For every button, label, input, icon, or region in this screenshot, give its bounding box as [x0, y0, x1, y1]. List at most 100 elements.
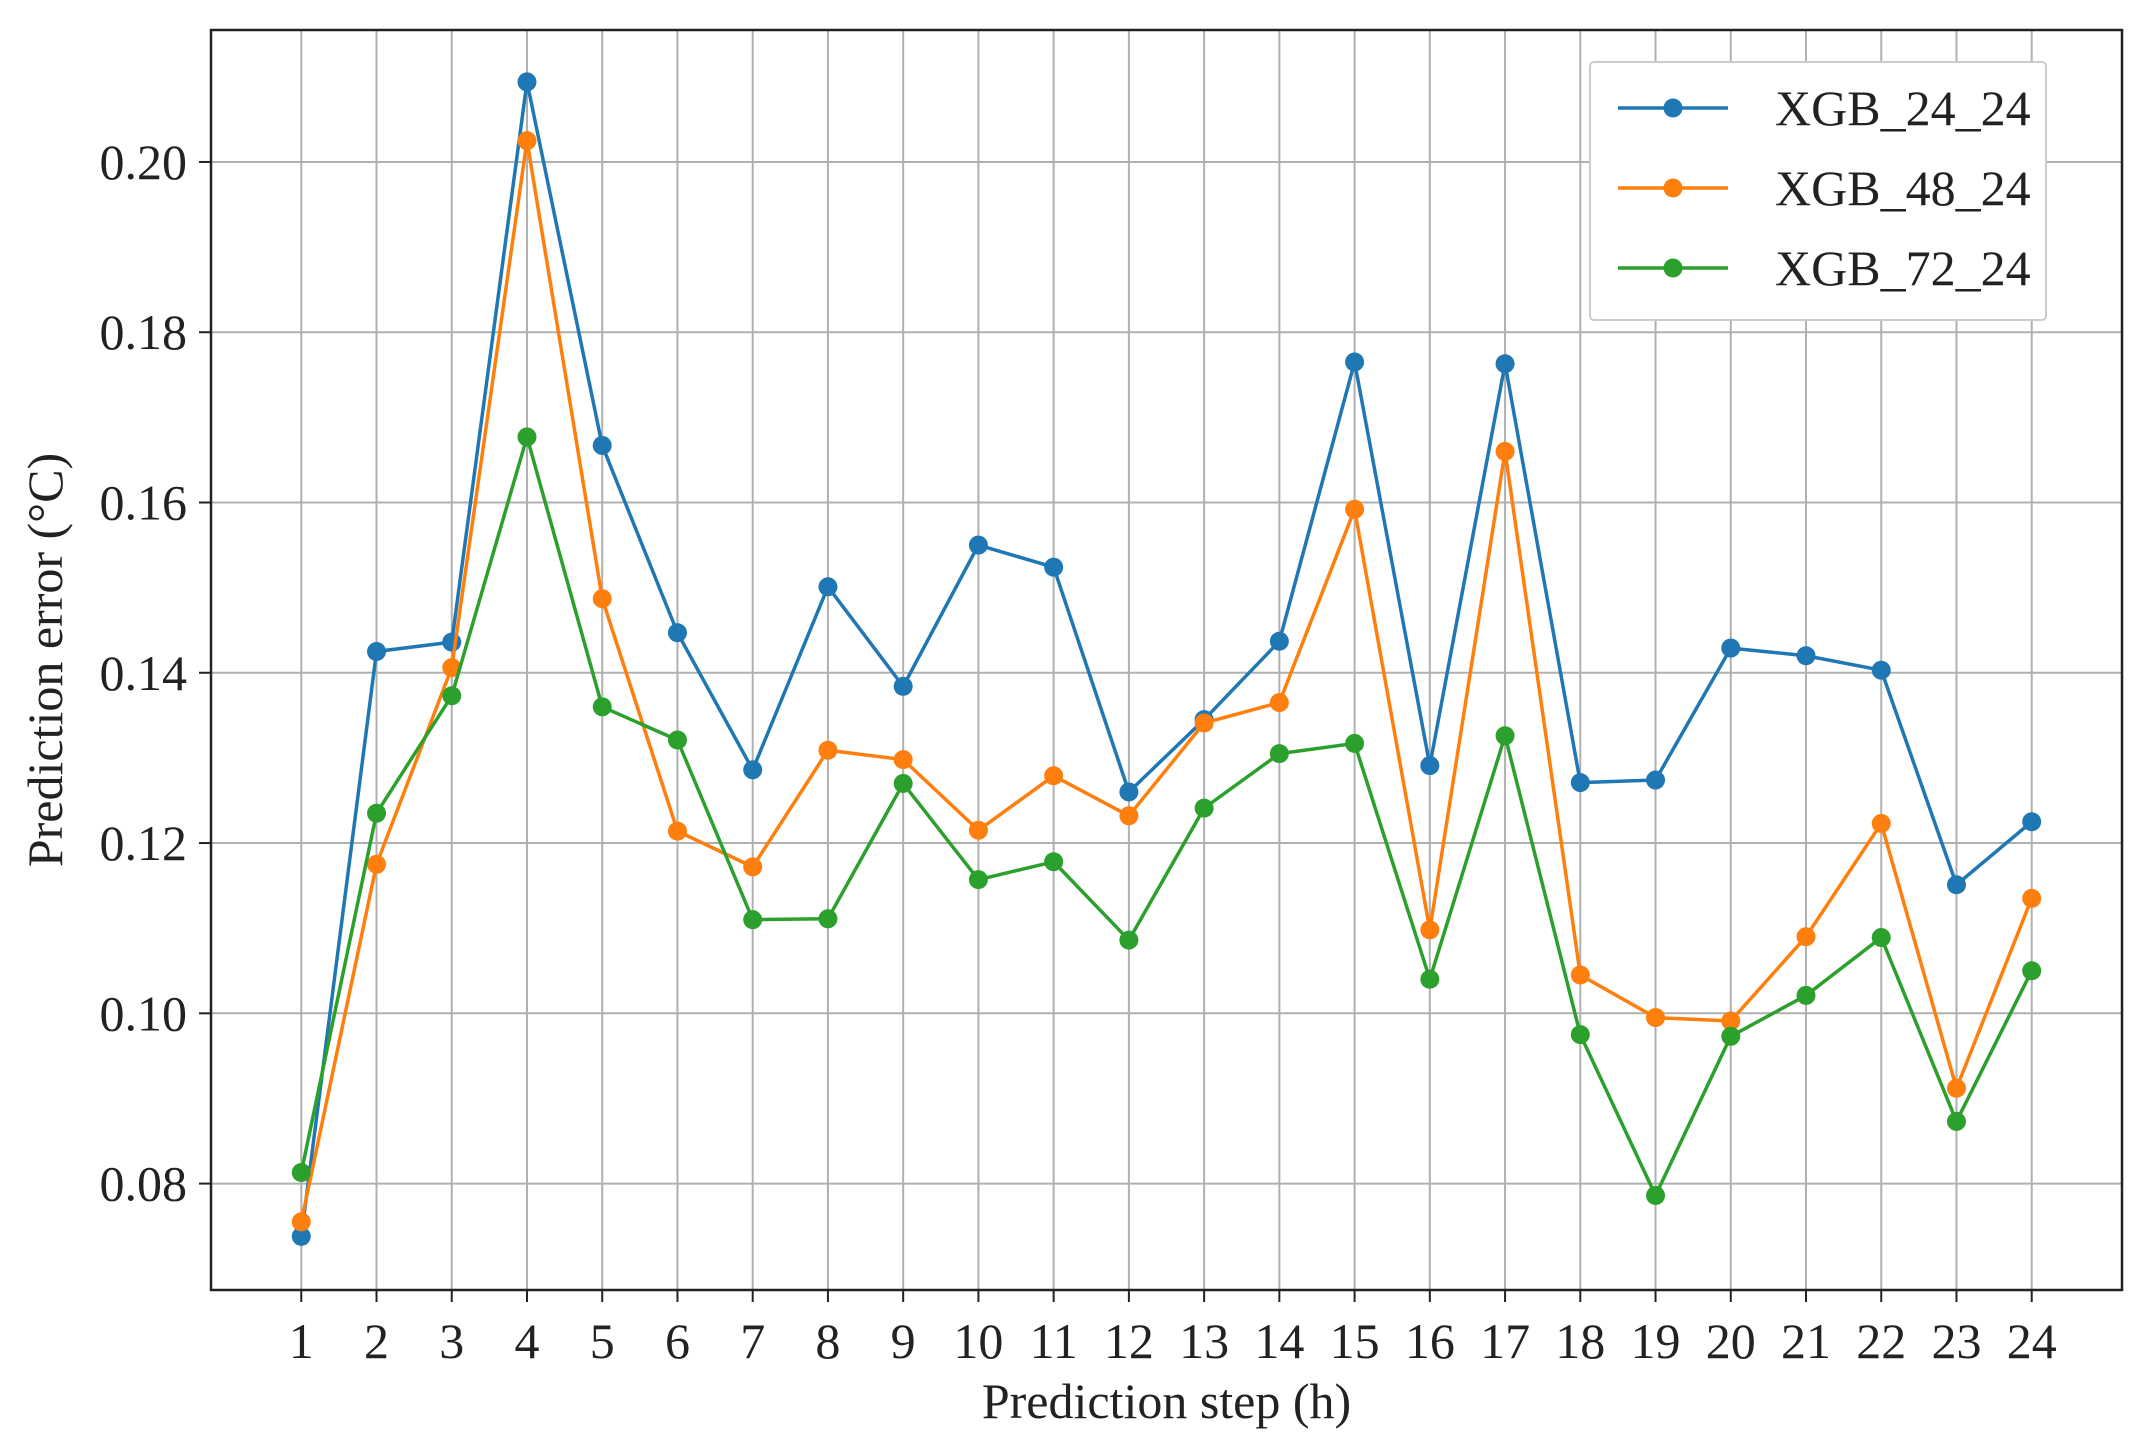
series-xgb-72-24 — [291, 427, 2042, 1205]
legend-marker — [1663, 98, 1683, 118]
data-point — [1194, 798, 1214, 818]
data-point — [667, 821, 687, 841]
data-point — [1420, 920, 1440, 940]
legend-label: XGB_24_24 — [1775, 80, 2031, 136]
data-point — [1420, 756, 1440, 776]
data-point — [1721, 1011, 1741, 1031]
legend-marker — [1663, 178, 1683, 198]
x-tick-label: 18 — [1555, 1313, 1605, 1369]
data-point — [1570, 773, 1590, 793]
data-point — [1646, 1008, 1666, 1028]
data-point — [1269, 693, 1289, 713]
y-tick-label: 0.12 — [100, 815, 188, 871]
x-tick-label: 10 — [953, 1313, 1003, 1369]
data-point — [893, 750, 913, 770]
data-point — [1871, 813, 1891, 833]
data-point — [442, 632, 462, 652]
data-point — [893, 676, 913, 696]
data-point — [743, 760, 763, 780]
data-point — [2022, 812, 2042, 832]
data-point — [1721, 1026, 1741, 1046]
data-point — [2022, 888, 2042, 908]
data-point — [1721, 638, 1741, 658]
data-point — [1269, 631, 1289, 651]
x-tick-label: 21 — [1781, 1313, 1831, 1369]
data-point — [1194, 713, 1214, 733]
ticks: 1 2 3 4 5 6 7 8 9 10 11 12 13 14 15 16 17 18 19 20 21 22 23 240… — [100, 134, 2057, 1369]
x-tick-label: 16 — [1405, 1313, 1455, 1369]
x-tick-label: 23 — [1931, 1313, 1981, 1369]
data-point — [1570, 1025, 1590, 1045]
data-point — [291, 1226, 311, 1246]
data-point — [1646, 1186, 1666, 1205]
x-axis-label: Prediction step (h) — [982, 1373, 1351, 1429]
data-point — [442, 686, 462, 706]
legend-item: XGB_48_24 — [1618, 160, 2031, 216]
y-tick-label: 0.16 — [100, 475, 188, 531]
x-tick-label: 12 — [1104, 1313, 1154, 1369]
data-point — [1796, 927, 1816, 947]
legend-item: XGB_72_24 — [1618, 240, 2031, 296]
data-point — [743, 857, 763, 877]
series-line — [299, 80, 2033, 1237]
series-layer — [291, 72, 2042, 1246]
data-point — [1345, 499, 1365, 519]
series-line — [299, 138, 2034, 1223]
data-point — [1796, 985, 1816, 1005]
data-point — [291, 1212, 311, 1232]
x-tick-label: 20 — [1706, 1313, 1756, 1369]
data-point — [893, 773, 913, 793]
x-tick-label: 17 — [1480, 1313, 1530, 1369]
x-tick-label: 22 — [1856, 1313, 1906, 1369]
series-xgb-24-24 — [291, 72, 2042, 1246]
x-tick-label: 9 — [891, 1313, 916, 1369]
data-point — [968, 820, 988, 840]
data-point — [367, 854, 387, 874]
x-tick-label: 19 — [1631, 1313, 1681, 1369]
data-point — [442, 658, 462, 678]
y-axis-label: Prediction error (°C) — [17, 453, 73, 867]
y-tick-label: 0.20 — [100, 134, 188, 190]
data-point — [592, 697, 612, 717]
data-point — [592, 435, 612, 455]
data-point — [818, 740, 838, 760]
data-point — [968, 870, 988, 890]
data-point — [1570, 965, 1590, 985]
data-point — [1946, 875, 1966, 895]
legend: XGB_24_24 XGB_48_24 XGB_72_24 — [1589, 61, 2047, 321]
data-point — [1345, 733, 1365, 753]
data-point — [1044, 557, 1064, 577]
x-tick-label: 2 — [364, 1313, 389, 1369]
x-tick-label: 7 — [740, 1313, 765, 1369]
data-point — [1495, 354, 1515, 374]
data-point — [1495, 441, 1515, 461]
data-point — [667, 730, 687, 750]
data-point — [1946, 1078, 1966, 1098]
data-point — [968, 535, 988, 555]
data-point — [1871, 928, 1891, 948]
data-point — [517, 131, 537, 151]
legend-marker — [1663, 258, 1683, 278]
data-point — [667, 623, 687, 643]
data-point — [1871, 660, 1891, 680]
y-tick-label: 0.10 — [100, 985, 188, 1041]
x-tick-label: 8 — [815, 1313, 840, 1369]
x-tick-label: 24 — [2007, 1313, 2057, 1369]
y-tick-label: 0.08 — [100, 1156, 188, 1212]
data-point — [1495, 726, 1515, 746]
data-point — [2022, 961, 2042, 981]
data-point — [517, 72, 537, 92]
series-xgb-48-24 — [291, 131, 2042, 1232]
legend-label: XGB_48_24 — [1775, 160, 2031, 216]
legend-label: XGB_72_24 — [1775, 240, 2031, 296]
x-tick-label: 15 — [1330, 1313, 1380, 1369]
data-point — [1646, 770, 1666, 790]
data-point — [818, 577, 838, 597]
x-tick-label: 13 — [1179, 1313, 1229, 1369]
data-point — [367, 641, 387, 661]
data-point — [367, 803, 387, 823]
data-point — [1946, 1111, 1966, 1131]
data-point — [1269, 744, 1289, 764]
x-tick-label: 5 — [590, 1313, 615, 1369]
